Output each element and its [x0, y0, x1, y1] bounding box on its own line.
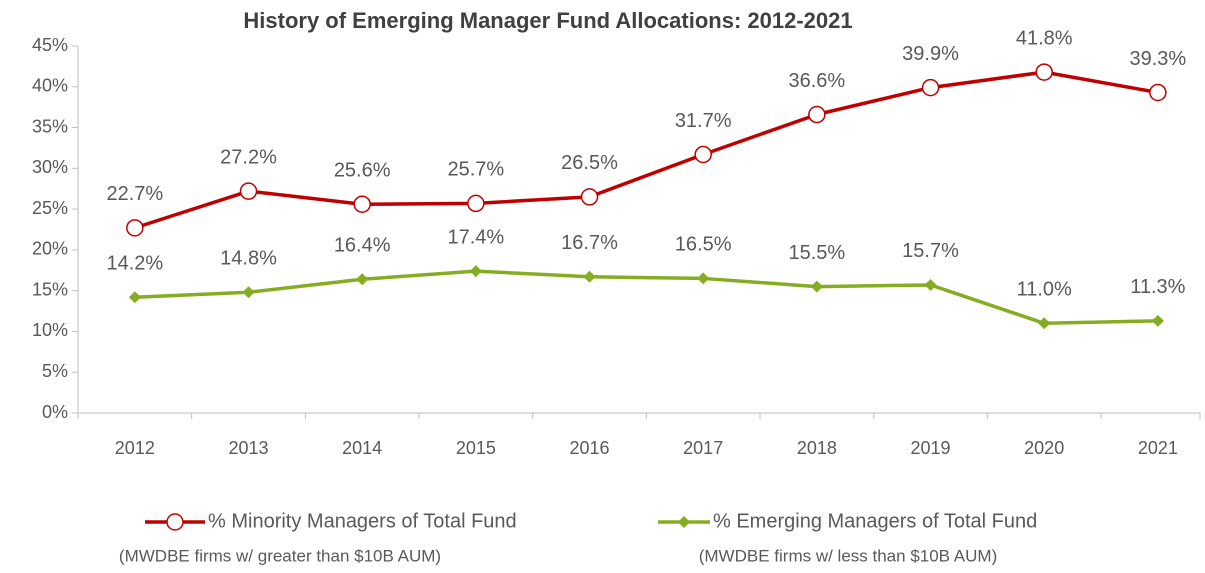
x-tick-label: 2013 — [228, 438, 268, 458]
line-point — [353, 195, 371, 213]
legend-label: % Minority Managers of Total Fund — [208, 510, 517, 532]
chart-title: History of Emerging Manager Fund Allocat… — [243, 8, 852, 33]
data-label: 25.6% — [334, 159, 391, 181]
line-point — [697, 272, 710, 285]
line-point — [239, 182, 258, 200]
y-tick-label: 15% — [32, 279, 68, 299]
line-point — [1038, 317, 1051, 330]
x-tick-label: 2014 — [342, 438, 382, 458]
x-tick-label: 2018 — [797, 438, 837, 458]
line-point — [583, 270, 596, 283]
y-tick-label: 30% — [32, 157, 68, 177]
x-tick-label: 2021 — [1138, 438, 1178, 458]
line-point — [810, 280, 823, 293]
data-label: 22.7% — [106, 183, 163, 205]
line-point — [921, 78, 940, 97]
data-label: 11.3% — [1130, 276, 1185, 298]
x-tick-label: 2012 — [115, 438, 155, 458]
legend-marker — [678, 516, 690, 528]
line-point — [580, 188, 599, 206]
data-label: 16.7% — [561, 232, 618, 254]
legend-marker — [166, 513, 184, 531]
y-tick-label: 35% — [32, 116, 68, 136]
y-tick-label: 20% — [32, 239, 68, 259]
x-tick-label: 2019 — [911, 438, 951, 458]
line-point — [808, 105, 826, 124]
y-tick-label: 5% — [42, 361, 68, 381]
legend-label: % Emerging Managers of Total Fund — [713, 510, 1037, 532]
data-label: 15.7% — [902, 240, 959, 262]
x-tick-label: 2015 — [456, 438, 496, 458]
data-label: 39.9% — [902, 43, 959, 65]
data-label: 14.2% — [106, 252, 163, 274]
y-tick-label: 0% — [42, 402, 68, 422]
data-label: 39.3% — [1130, 48, 1187, 70]
legend-note: (MWDBE firms w/ greater than $10B AUM) — [119, 546, 441, 565]
line-point — [924, 278, 937, 291]
line-point — [242, 286, 255, 299]
line-point — [126, 219, 144, 237]
data-label: 41.8% — [1016, 27, 1073, 49]
data-label: 15.5% — [788, 242, 845, 264]
series-line — [134, 269, 1158, 326]
y-tick-label: 10% — [32, 320, 68, 340]
data-label: 26.5% — [561, 152, 618, 174]
data-label: 31.7% — [675, 110, 732, 132]
y-tick-label: 45% — [32, 35, 68, 55]
legend-note: (MWDBE firms w/ less than $10B AUM) — [699, 546, 998, 565]
y-tick-label: 25% — [32, 198, 68, 218]
line-point — [694, 145, 712, 164]
x-tick-label: 2017 — [683, 438, 723, 458]
x-tick-label: 2016 — [569, 438, 609, 458]
data-label: 16.5% — [675, 234, 732, 256]
line-point — [1035, 63, 1053, 81]
line-point — [128, 291, 141, 304]
line-point — [469, 265, 482, 278]
series-line — [134, 70, 1159, 230]
line-point — [467, 194, 485, 213]
line-point — [1151, 314, 1164, 327]
data-label: 25.7% — [447, 159, 504, 181]
line-point — [356, 273, 369, 286]
data-label: 14.8% — [220, 248, 277, 270]
data-label: 11.0% — [1017, 279, 1072, 301]
line-point — [1149, 83, 1167, 102]
data-label: 17.4% — [447, 226, 504, 248]
x-tick-label: 2020 — [1024, 438, 1064, 458]
data-label: 16.4% — [334, 235, 391, 257]
data-label: 36.6% — [788, 70, 845, 92]
data-label: 27.2% — [220, 146, 277, 168]
y-tick-label: 40% — [32, 76, 68, 96]
